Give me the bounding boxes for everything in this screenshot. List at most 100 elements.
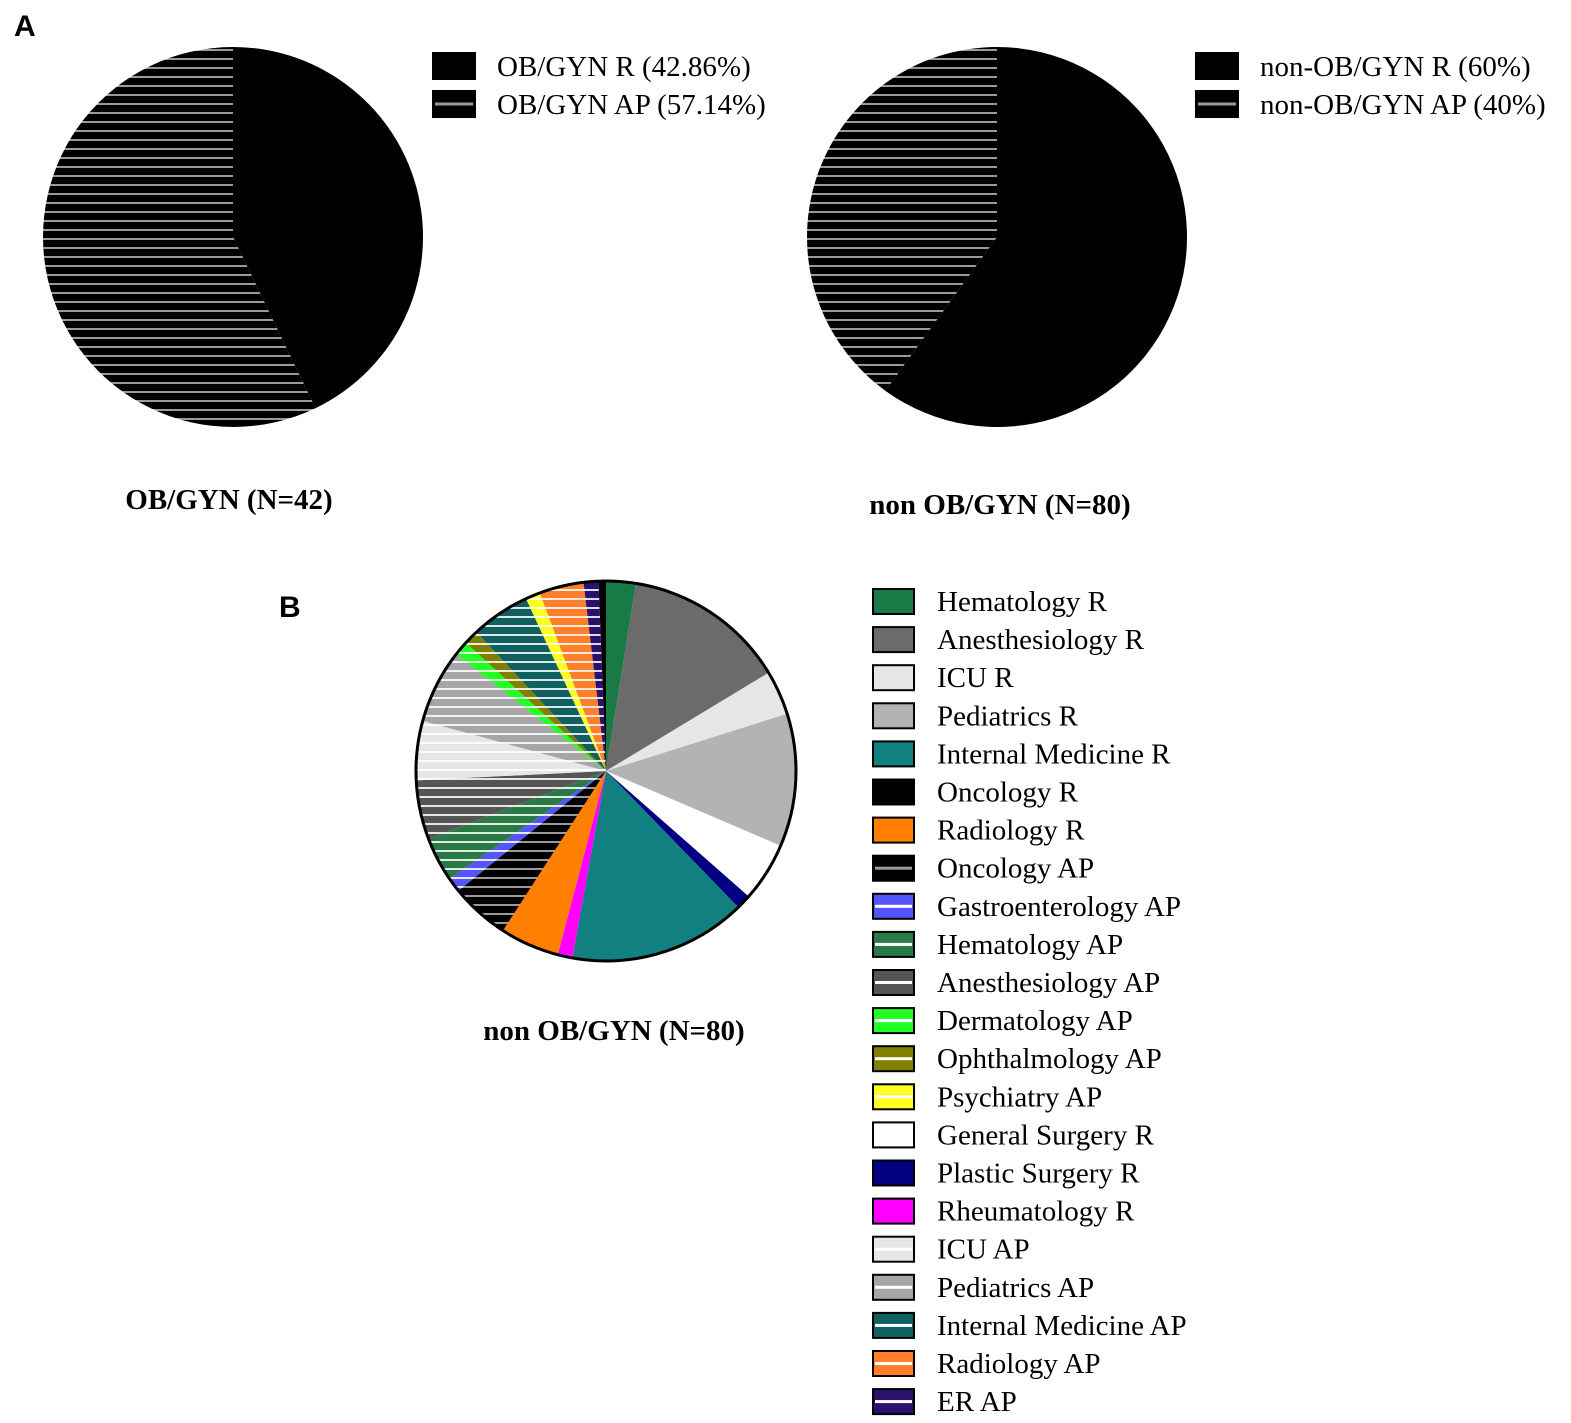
legend-swatch: [1195, 52, 1239, 80]
legend-swatch-stripe: [875, 866, 912, 870]
pie-slice-general-surgery-r: [606, 771, 781, 897]
legend-item-dermatology-ap: Dermatology AP: [872, 1005, 1133, 1037]
legend-item-non-ob-gyn-r: non-OB/GYN R (60%): [1195, 51, 1531, 83]
legend-swatch-stripe: [875, 1400, 912, 1404]
legend-item-pediatrics-ap: Pediatrics AP: [872, 1272, 1094, 1304]
legend-label: Hematology R: [937, 586, 1108, 618]
pie-slice-icu-ap: [415, 720, 606, 781]
legend-swatch: [872, 702, 915, 730]
legend-label: OB/GYN R (42.86%): [497, 51, 751, 83]
pie-slice-pediatrics-r: [606, 713, 797, 846]
legend-swatch-stripe: [875, 1019, 912, 1023]
legend-swatch-stripe: [875, 981, 912, 984]
legend-swatch-stripe: [875, 1057, 912, 1061]
legend-swatch: [872, 1121, 915, 1149]
pie-slice-anesthesiology-ap: [416, 771, 606, 839]
legend-item-oncology-ap: Oncology AP: [872, 853, 1094, 885]
legend-swatch: [872, 778, 915, 806]
pie-slice-anesthesiology-r: [606, 583, 769, 771]
pie-slice-non-ob-gyn-r: [885, 47, 1188, 427]
legend-swatch: [872, 588, 915, 615]
pie-slice-hematology-r: [606, 581, 636, 771]
chart-title-obgyn: OB/GYN (N=42): [125, 484, 332, 516]
legend-swatch-stripe: [875, 904, 912, 908]
legend-swatch: [872, 626, 915, 654]
pie-chart-obgyn: OB/GYN R (42.86%) OB/GYN AP (57.14%) OB/G…: [43, 47, 766, 516]
chart-title-non-obgyn: non OB/GYN (N=80): [869, 489, 1130, 521]
legend-swatch: [872, 664, 915, 692]
legend-item-general-surgery-r: General Surgery R: [872, 1119, 1155, 1151]
pie-slice-icu-r: [606, 672, 788, 771]
legend-swatch: [872, 816, 915, 844]
pie-slice-dermatology-ap: [456, 642, 606, 771]
pie-slice-oncology-ap: [458, 771, 606, 931]
pie-chart-non-obgyn: non-OB/GYN R (60%) non-OB/GYN AP (40%) no…: [807, 47, 1546, 521]
legend-label: OB/GYN AP (57.14%): [497, 89, 766, 121]
legend-item-oncology-r: Oncology R: [872, 777, 1079, 809]
legend-item-hematology-ap: Hematology AP: [872, 929, 1123, 961]
legend-swatch-stripe: [435, 102, 473, 106]
pie-slice-pediatrics-ap: [422, 654, 606, 771]
legend-swatch-stripe: [1198, 102, 1236, 106]
chart-title-specialties: non OB/GYN (N=80): [483, 1015, 744, 1047]
pie-slice-psychiatry-ap: [525, 592, 606, 771]
legend-item-radiology-r: Radiology R: [872, 815, 1085, 847]
legend-swatch-stripe: [875, 1362, 912, 1365]
legend-swatch: [432, 52, 476, 80]
legend-label: Radiology AP: [937, 1348, 1101, 1380]
legend-obgyn: OB/GYN R (42.86%) OB/GYN AP (57.14%): [432, 51, 766, 121]
legend-label: Anesthesiology AP: [937, 967, 1160, 999]
pie-outline: [414, 579, 798, 963]
legend-swatch-stripe: [875, 942, 912, 946]
legend-label: Oncology R: [937, 777, 1079, 809]
legend-label: Oncology AP: [937, 853, 1094, 885]
pie-slice-ophthalmology-ap: [465, 632, 606, 771]
legend-item-internal-medicine-r: Internal Medicine R: [872, 738, 1171, 770]
legend-label: Radiology R: [937, 815, 1085, 847]
pie-slice-internal-medicine-ap: [476, 598, 606, 771]
pie-slice-internal-medicine-r: [572, 771, 739, 961]
legend-item-er-ap: ER AP: [872, 1386, 1017, 1418]
pie-slice-rheumatology-r: [557, 771, 606, 958]
legend-label: ER AP: [937, 1386, 1017, 1418]
legend-label: General Surgery R: [937, 1119, 1155, 1151]
legend-item-psychiatry-ap: Psychiatry AP: [872, 1081, 1102, 1113]
legend-label: Rheumatology R: [937, 1196, 1135, 1228]
legend-item-anesthesiology-r: Anesthesiology R: [872, 624, 1145, 656]
legend-label: Psychiatry AP: [937, 1081, 1102, 1113]
legend-swatch: [872, 740, 915, 768]
pie-slice-oncology-r: [598, 581, 606, 771]
legend-item-icu-r: ICU R: [872, 662, 1014, 694]
legend-label: Pediatrics AP: [937, 1272, 1094, 1304]
legend-item-icu-ap: ICU AP: [872, 1234, 1030, 1266]
pie-slice-hematology-ap: [428, 771, 606, 879]
legend-swatch: [872, 1159, 915, 1187]
legend-item-non-ob-gyn-ap: non-OB/GYN AP (40%): [1195, 89, 1546, 121]
legend-label: Pediatrics R: [937, 700, 1079, 732]
legend-swatch-stripe: [875, 1323, 912, 1327]
legend-item-internal-medicine-ap: Internal Medicine AP: [872, 1310, 1187, 1342]
legend-specialties: Hematology R Anesthesiology R ICU R Pediatr…: [872, 586, 1187, 1418]
pie-slice-radiology-r: [502, 771, 606, 955]
legend-label: ICU AP: [937, 1234, 1030, 1266]
legend-label: ICU R: [937, 662, 1014, 694]
pie-slice-ob-gyn-ap: [43, 47, 316, 427]
legend-label: Gastroenterology AP: [937, 891, 1181, 923]
legend-item-plastic-surgery-r: Plastic Surgery R: [872, 1158, 1140, 1190]
legend-item-radiology-ap: Radiology AP: [872, 1348, 1101, 1380]
legend-swatch: [872, 1197, 915, 1225]
legend-label: non-OB/GYN R (60%): [1260, 51, 1531, 83]
legend-label: non-OB/GYN AP (40%): [1260, 89, 1546, 121]
legend-item-anesthesiology-ap: Anesthesiology AP: [872, 967, 1160, 999]
legend-swatch-stripe: [875, 1247, 912, 1251]
panel-label-b: B: [279, 591, 301, 624]
pie-slice-gastroenterology-ap: [449, 771, 606, 891]
pie-slice-ob-gyn-r: [233, 47, 424, 409]
pie-slice-er-ap: [583, 581, 606, 771]
pie-slice-radiology-ap: [539, 582, 606, 771]
legend-item-ob-gyn-r: OB/GYN R (42.86%): [432, 51, 751, 83]
legend-item-hematology-r: Hematology R: [872, 586, 1108, 618]
legend-item-ophthalmology-ap: Ophthalmology AP: [872, 1043, 1162, 1075]
legend-item-ob-gyn-ap: OB/GYN AP (57.14%): [432, 89, 766, 121]
